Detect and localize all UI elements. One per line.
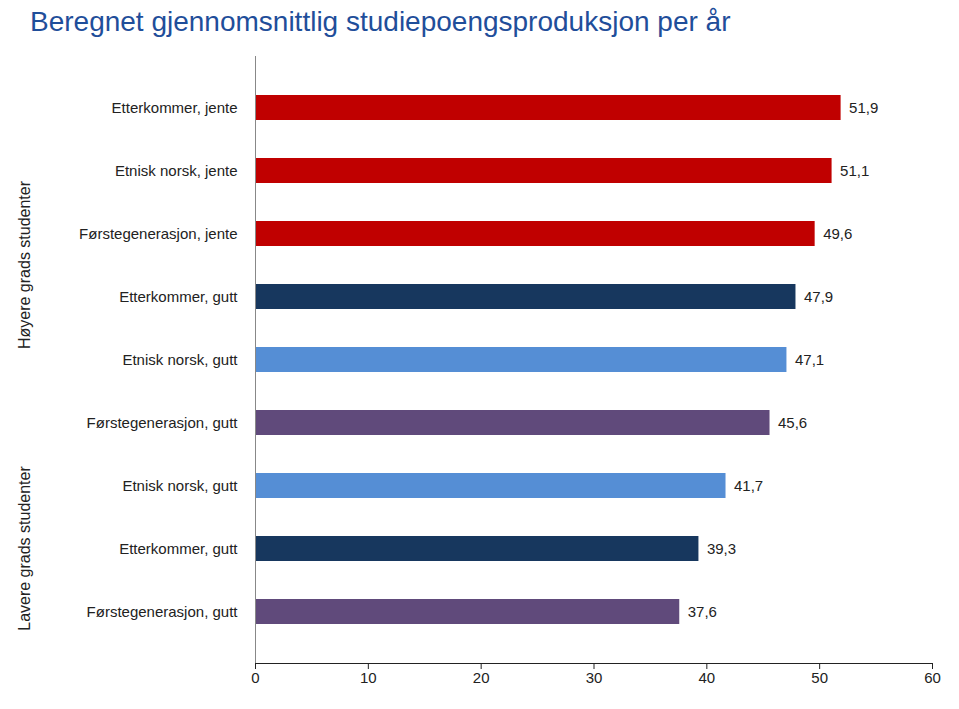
svg-text:Etterkommer, gutt: Etterkommer, gutt [119,540,238,557]
svg-text:10: 10 [360,669,377,686]
svg-text:Førstegenerasjon, gutt: Førstegenerasjon, gutt [87,414,239,431]
svg-text:47,1: 47,1 [795,351,824,368]
svg-text:20: 20 [473,669,490,686]
svg-text:Lavere grads studenter: Lavere grads studenter [16,466,33,631]
svg-text:Etnisk norsk, gutt: Etnisk norsk, gutt [122,351,238,368]
svg-text:45,6: 45,6 [778,414,807,431]
svg-text:Høyere grads studenter: Høyere grads studenter [16,180,33,349]
svg-text:37,6: 37,6 [688,603,717,620]
svg-text:41,7: 41,7 [734,477,763,494]
svg-text:49,6: 49,6 [823,225,852,242]
svg-text:39,3: 39,3 [707,540,736,557]
svg-text:30: 30 [586,669,603,686]
svg-text:Etnisk norsk, jente: Etnisk norsk, jente [115,162,238,179]
html-text:Beregnet gjennomsnittlig studi: Beregnet gjennomsnittlig studiepoengspro… [30,6,731,37]
svg-text:Førstegenerasjon, jente: Førstegenerasjon, jente [79,225,237,242]
svg-text:Etterkommer, jente: Etterkommer, jente [112,99,238,116]
svg-text:Førstegenerasjon, gutt: Førstegenerasjon, gutt [87,603,239,620]
svg-text:60: 60 [924,669,941,686]
svg-text:51,9: 51,9 [849,99,878,116]
svg-text:51,1: 51,1 [840,162,869,179]
svg-text:47,9: 47,9 [804,288,833,305]
svg-text:0: 0 [251,669,259,686]
svg-text:40: 40 [698,669,715,686]
svg-text:Etnisk norsk, gutt: Etnisk norsk, gutt [122,477,238,494]
svg-text:50: 50 [811,669,828,686]
svg-text:Etterkommer, gutt: Etterkommer, gutt [119,288,238,305]
